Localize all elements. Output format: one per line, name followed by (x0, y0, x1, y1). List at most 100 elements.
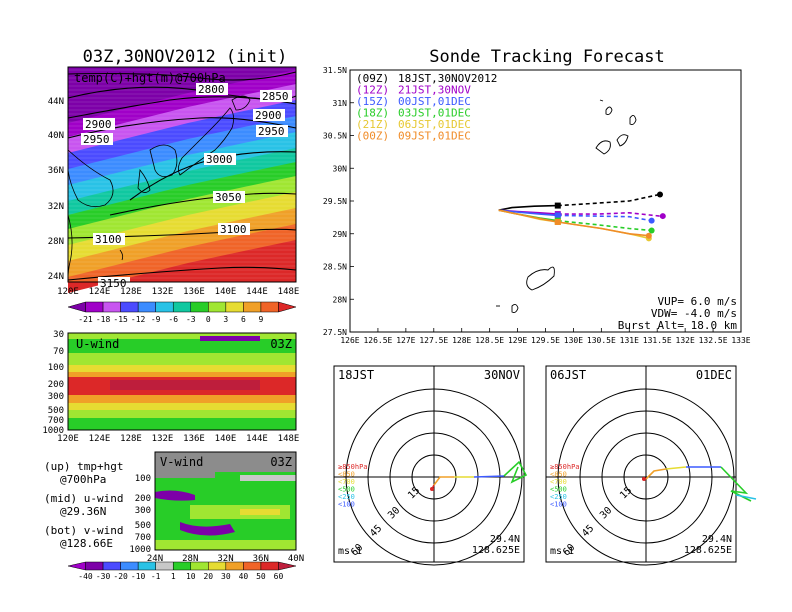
contour-label: 2850 (262, 90, 289, 103)
colorbar-swatch (137, 301, 156, 313)
pressure-tick: 300 (48, 392, 64, 402)
lat-tick: 40N (288, 554, 304, 564)
vwind-lat-ticks: 24N 28N 32N 36N 40N (147, 554, 304, 564)
lat-tick: 36N (253, 554, 269, 564)
contour-label: 3050 (215, 191, 242, 204)
chart-title: Sonde Tracking Forecast (429, 47, 664, 67)
landing-point (648, 227, 655, 234)
surface-point (430, 487, 434, 491)
track-line (557, 221, 649, 237)
lon-tick: 144E (246, 287, 268, 297)
y-tick-label: 31N (333, 99, 348, 108)
legend-text: 18JST,30NOV2012 (398, 72, 497, 85)
pressure-tick: 1000 (129, 545, 151, 555)
colorbar-label: 3 (223, 315, 228, 324)
legend-code: (09Z) (356, 72, 389, 85)
vdw-text: VDW= -4.0 m/s (651, 307, 737, 320)
colorbar-swatch (172, 561, 192, 571)
lat-tick: 24N (147, 554, 163, 564)
lat-tick: 32N (217, 554, 233, 564)
y-tick-label: 30.5N (323, 132, 347, 141)
x-tick-label: 131.5E (643, 336, 672, 345)
contour-label: 2800 (198, 83, 225, 96)
hodo-legend-entry: ≥850hPa (338, 463, 368, 471)
colorbar-swatch (120, 561, 139, 571)
hodo-lon: 128.625E (684, 545, 732, 556)
colorbar-label: -15 (113, 315, 128, 324)
colorbar-label: 60 (274, 572, 284, 581)
vwind-pressure-ticks: 100 200 300 500 700 1000 (129, 474, 151, 555)
legend-code: (15Z) (356, 95, 389, 108)
lat-tick: 24N (48, 272, 64, 282)
hodo-legend-entry: <250 (338, 493, 355, 501)
contour-label: 3000 (206, 153, 233, 166)
colorbar-swatch (208, 561, 227, 571)
colorbar-swatch (260, 301, 279, 313)
colorbar-swatch (67, 301, 86, 313)
wind-profile-trace (645, 468, 667, 480)
vwind-label: V-wind (160, 455, 203, 469)
burst-marker (554, 202, 561, 209)
vwind-panel: V-wind 03Z 100 200 300 500 700 1000 24N 28N 32N… (129, 451, 304, 564)
colorbar-swatch (278, 561, 297, 571)
vwind-time: 03Z (270, 455, 292, 469)
hodo-legend-entry: <100 (338, 501, 355, 509)
legend-bot-level: @128.66E (60, 537, 113, 550)
legend-mid-level: @29.36N (60, 505, 106, 518)
contour-label: 2950 (258, 125, 285, 138)
colorbar-swatch (85, 301, 104, 313)
hodo-legend-entry: <700 (338, 478, 355, 486)
pressure-tick: 500 (48, 406, 64, 416)
hodo-lat: 29.4N (702, 534, 732, 545)
map-field-label: temp(C)+hgt(m)@700hPa (74, 71, 226, 85)
side-legend: (up) tmp+hgt @700hPa (mid) u-wind @29.36… (44, 460, 123, 550)
hodo-lon: 128.625E (472, 545, 520, 556)
hodo-legend-entry: <500 (338, 486, 355, 494)
wind-profile-trace (473, 475, 505, 478)
colorbar-label: 6 (241, 315, 246, 324)
x-tick-label: 128.5E (475, 336, 504, 345)
x-tick-label: 129.5E (531, 336, 560, 345)
y-tick-label: 27.5N (323, 328, 347, 337)
map-lat-ticks: 44N 40N 36N 32N 28N 24N (48, 97, 64, 282)
y-tick-label: 28N (333, 295, 348, 304)
colorbar-swatch (190, 561, 209, 571)
map-lon-ticks: 120E 124E 128E 132E 136E 140E 144E 148E (57, 287, 299, 297)
colorbar-swatch (243, 301, 262, 313)
surface-point (642, 477, 646, 481)
y-tick-label: 28.5N (323, 263, 347, 272)
legend-code: (12Z) (356, 84, 389, 97)
hodo-legend-entry: <850 (550, 471, 567, 479)
colorbar-label: -9 (151, 315, 161, 324)
islands (496, 99, 637, 313)
colorbar-swatch (155, 561, 174, 571)
pressure-tick: 100 (48, 363, 64, 373)
x-tick-label: 127.5E (419, 336, 448, 345)
contour-label: 3100 (95, 233, 122, 246)
contour-label: 2900 (85, 118, 112, 131)
legend-text: 21JST,30NOV (398, 84, 471, 97)
pressure-tick: 30 (53, 330, 64, 340)
colorbar-label: -21 (78, 315, 93, 324)
lat-tick: 44N (48, 97, 64, 107)
colorbar-label: -12 (131, 315, 146, 324)
track-chart: Sonde Tracking Forecast 126E 126.5E 127E 12… (323, 47, 751, 345)
landing-point (648, 217, 655, 224)
legend-code: (18Z) (356, 107, 389, 120)
legend-up-level: @700hPa (60, 473, 106, 486)
colorbar-label: -40 (78, 572, 93, 581)
pressure-tick: 1000 (42, 426, 64, 436)
uwind-label: U-wind (76, 337, 119, 351)
burst-marker (554, 218, 561, 225)
lat-tick: 40N (48, 131, 64, 141)
contour-label: 2900 (255, 109, 282, 122)
pressure-tick: 200 (135, 494, 151, 504)
colorbar-label: 1 (171, 572, 176, 581)
x-tick-label: 132.5E (699, 336, 728, 345)
pressure-tick: 300 (135, 506, 151, 516)
wind-profile-trace (433, 476, 454, 486)
lon-tick: 120E (57, 287, 79, 297)
colorbar-swatch (225, 301, 244, 313)
